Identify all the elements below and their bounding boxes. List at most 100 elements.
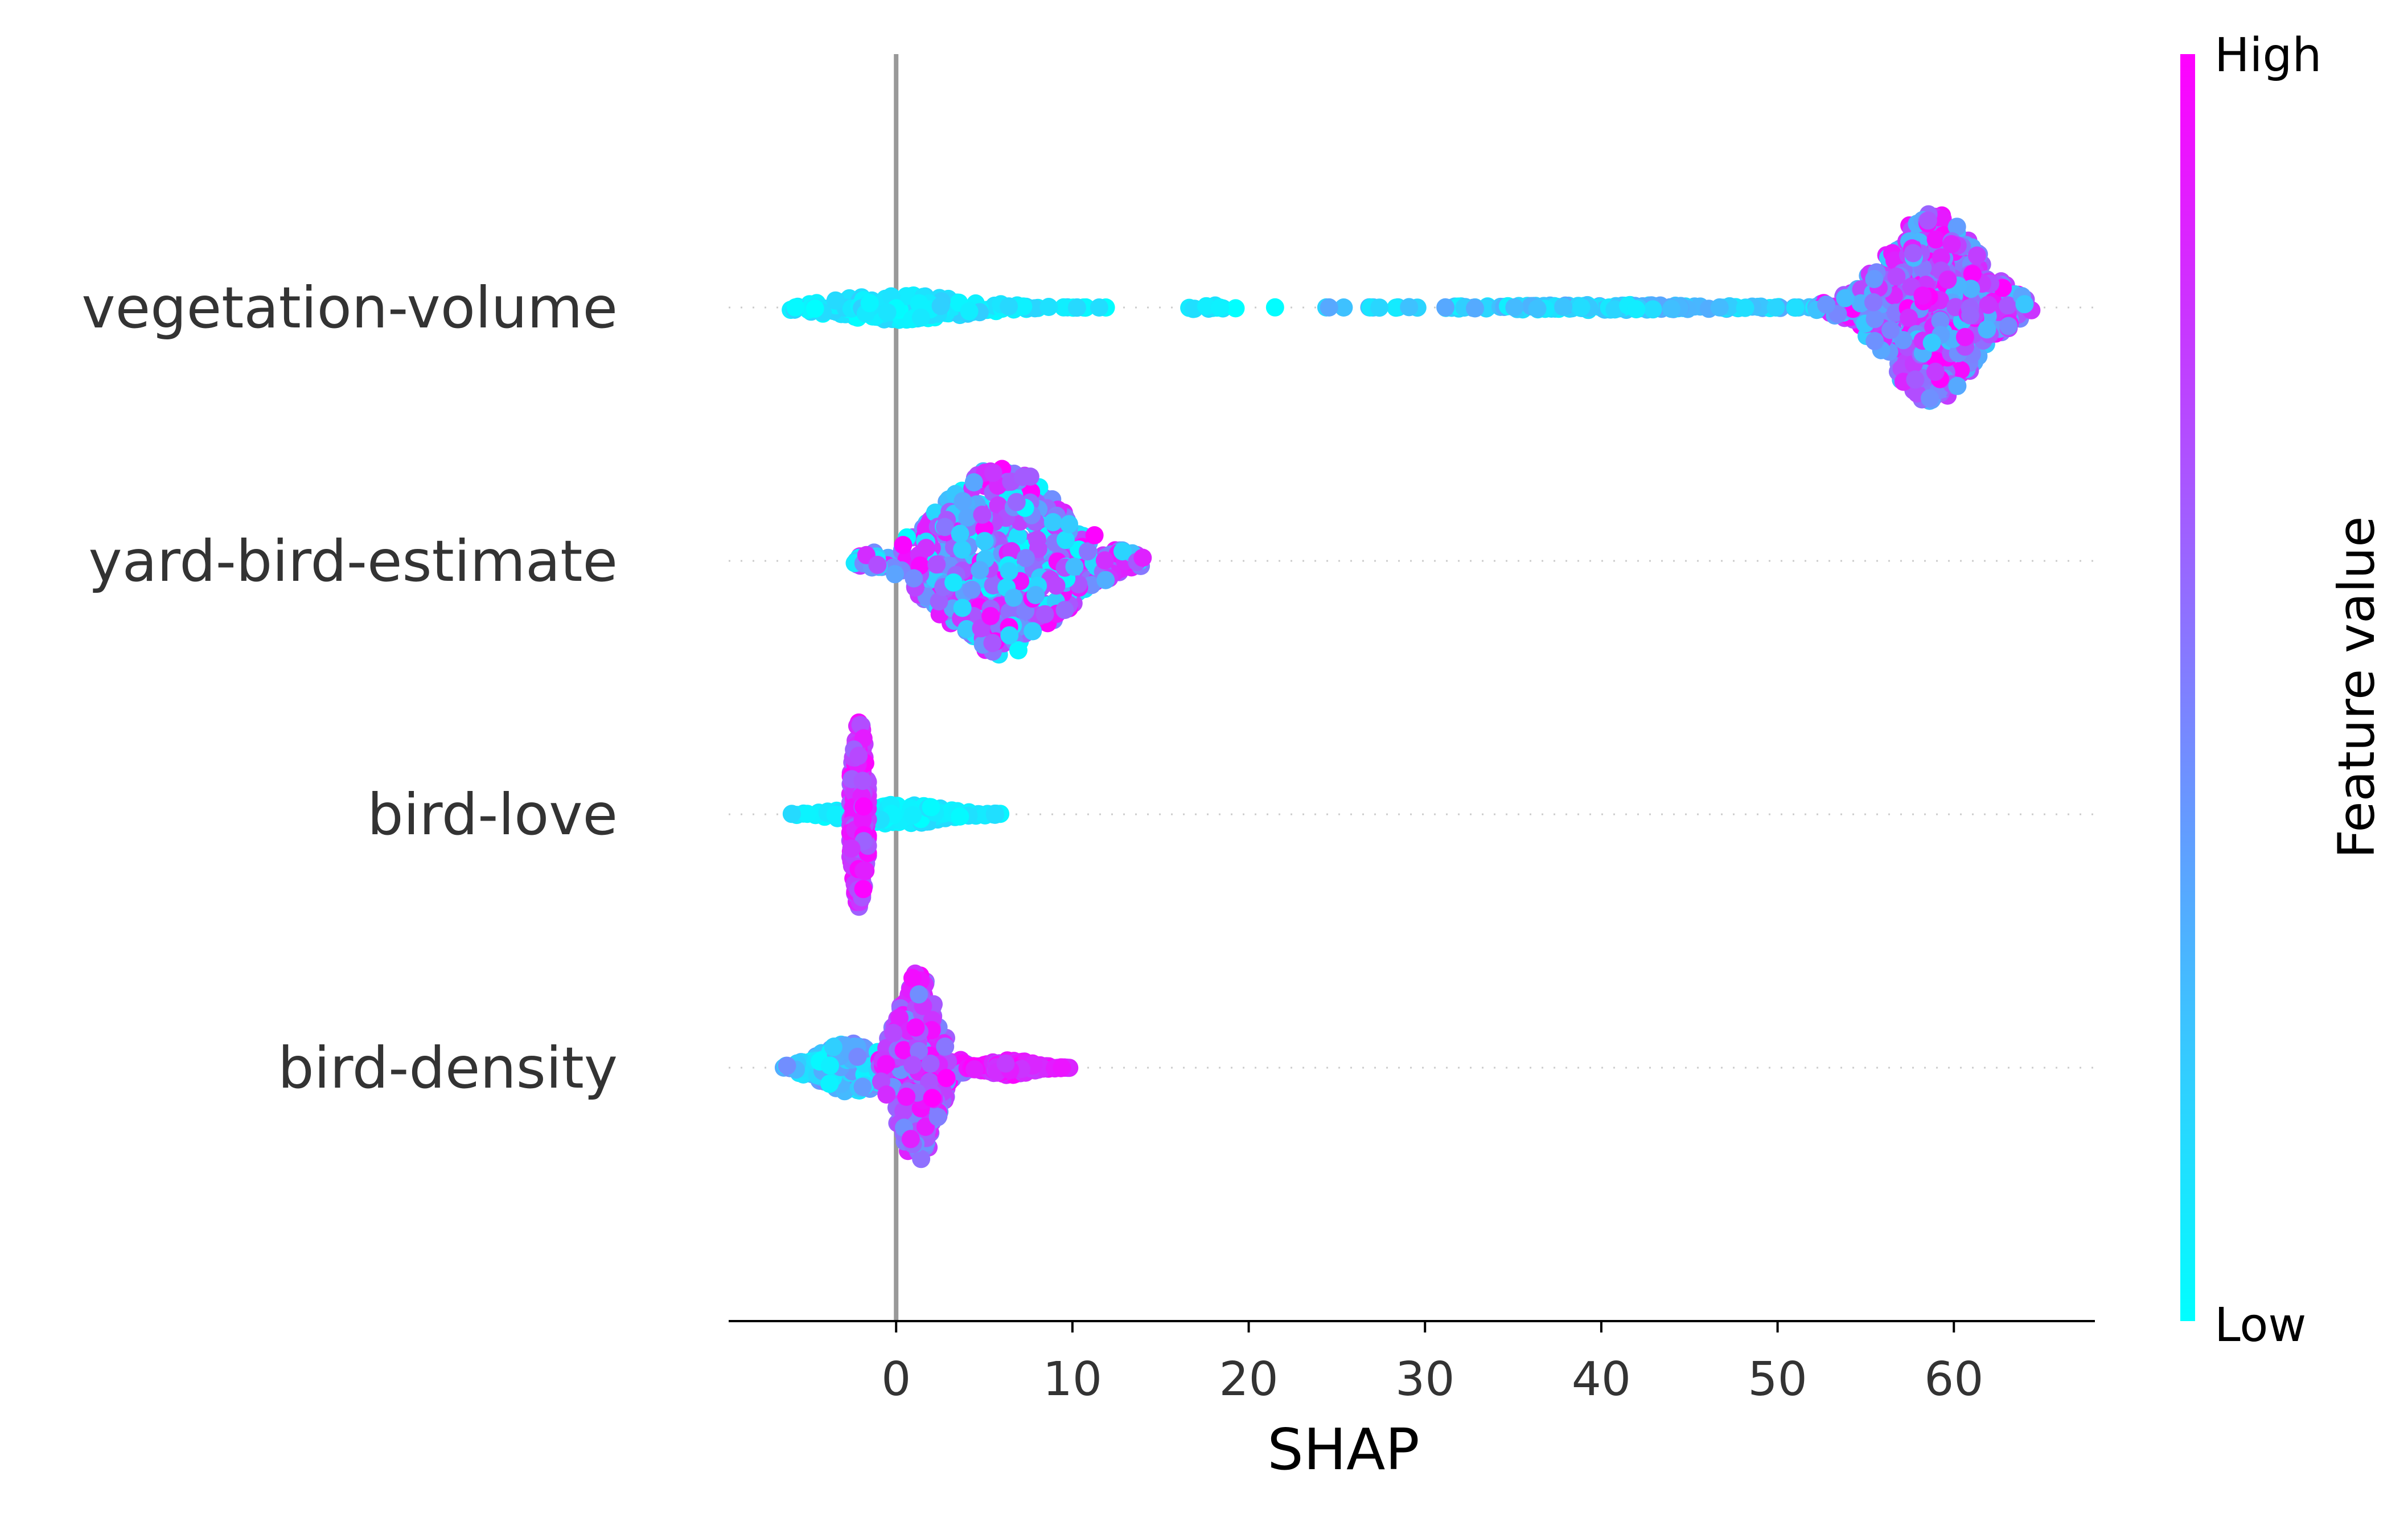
shap-point: [1067, 298, 1086, 317]
shap-point: [1226, 299, 1245, 318]
shap-point: [910, 985, 928, 1004]
colorbar: [2180, 54, 2195, 1321]
shap-point: [1836, 289, 1855, 307]
shap-point: [951, 807, 969, 826]
shap-point: [860, 294, 879, 313]
shap-point: [1627, 300, 1646, 319]
shap-point: [1926, 230, 1945, 249]
shap-point: [1054, 298, 1073, 317]
feature-label: vegetation-volume: [81, 274, 618, 341]
shap-point: [1265, 298, 1284, 317]
shap-point: [894, 1102, 913, 1121]
colorbar-low-label: Low: [2214, 1298, 2306, 1352]
shap-point: [1766, 298, 1785, 317]
shap-point: [1004, 588, 1023, 607]
shap-point: [1039, 298, 1058, 316]
shap-point: [1370, 298, 1389, 317]
shap-point: [1007, 493, 1026, 511]
shap-point: [960, 302, 979, 321]
shap-point: [1710, 298, 1729, 317]
shap-point: [1942, 235, 1961, 253]
shap-point: [983, 634, 1002, 653]
shap-point: [936, 1038, 955, 1056]
x-axis-label: SHAP: [1267, 1416, 1419, 1483]
shap-point: [944, 573, 963, 592]
shap-point: [905, 569, 923, 588]
shap-point: [1978, 320, 1996, 339]
shap-point: [911, 308, 930, 327]
shap-point: [984, 576, 1002, 594]
shap-point: [1979, 296, 1998, 314]
shap-point: [1085, 526, 1104, 544]
shap-point: [1904, 244, 1922, 263]
colorbar-high-label: High: [2214, 28, 2321, 83]
shap-point: [1932, 248, 1950, 267]
shap-point: [1096, 571, 1115, 589]
shap-point: [1921, 389, 1939, 408]
shap-point: [971, 561, 989, 580]
shap-point: [2015, 295, 2034, 314]
shap-point: [894, 1041, 913, 1060]
shap-point: [935, 518, 954, 536]
shap-point: [820, 1075, 839, 1093]
shap-point: [903, 969, 922, 987]
shap-point: [903, 806, 922, 825]
shap-point: [1060, 515, 1078, 534]
shap-point: [1926, 362, 1945, 381]
shap-point: [1913, 286, 1932, 305]
shap-point: [1113, 542, 1132, 561]
feature-label: yard-bird-estimate: [88, 528, 618, 594]
shap-point: [1865, 270, 1884, 288]
shap-point: [877, 1085, 896, 1104]
shap-point: [963, 580, 981, 599]
shap-point: [1933, 210, 1952, 228]
shap-point: [1334, 298, 1353, 317]
shap-point: [1736, 298, 1754, 317]
shap-point: [848, 1047, 867, 1066]
shap-point: [1938, 270, 1957, 289]
shap-point: [985, 805, 1004, 824]
shap-point: [975, 532, 994, 551]
shap-point: [1922, 333, 1941, 352]
feature-label: bird-density: [278, 1035, 618, 1101]
shap-point: [826, 291, 845, 310]
shap-point: [824, 1038, 843, 1056]
shap-point: [996, 1054, 1015, 1073]
shap-point: [1864, 293, 1883, 311]
shap-point: [1056, 531, 1075, 550]
shap-point: [826, 805, 845, 824]
shap-point: [1055, 601, 1074, 620]
shap-point: [964, 473, 983, 491]
shap-point: [1662, 300, 1680, 318]
shap-point: [1865, 332, 1884, 350]
shap-point: [1436, 298, 1455, 317]
x-tick-label: 30: [1395, 1352, 1454, 1407]
shap-point: [778, 1056, 796, 1075]
feature-label: bird-love: [367, 781, 618, 848]
shap-point: [1961, 306, 1980, 325]
shap-point: [930, 592, 948, 611]
shap-point: [973, 505, 992, 524]
shap-point: [806, 300, 824, 318]
shap-point: [821, 1056, 839, 1075]
shap-point: [853, 1077, 872, 1096]
x-axis-ticks: 0 10 20 30 40 50 60: [881, 1321, 1983, 1407]
shap-point: [1528, 300, 1547, 318]
shap-point: [1999, 317, 2018, 335]
shap-point: [798, 805, 817, 823]
shap-point: [854, 861, 873, 880]
shap-point: [897, 1088, 916, 1106]
shap-point: [1948, 376, 1967, 395]
shap-point: [931, 297, 950, 315]
shap-point: [910, 1042, 928, 1060]
shap-point: [1090, 298, 1108, 317]
shap-point: [1931, 311, 1950, 330]
shap-point: [1400, 298, 1419, 317]
shap-point: [786, 298, 805, 317]
shap-point: [1881, 321, 1900, 339]
shap-point: [1095, 551, 1114, 570]
shap-point: [1029, 540, 1047, 558]
shap-point: [884, 1024, 903, 1042]
shap-point: [1047, 576, 1066, 595]
